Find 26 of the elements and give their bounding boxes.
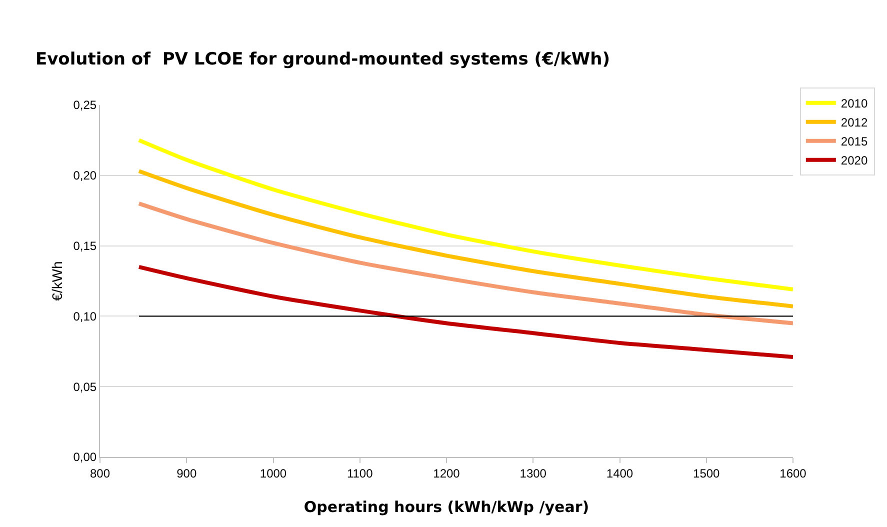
- chart-title: Evolution of PV LCOE for ground-mounted systems (€/kWh): [35, 50, 610, 70]
- x-tick-label: 1200: [433, 466, 460, 480]
- y-tick-label: 0,25: [73, 98, 97, 112]
- line-series: [136, 169, 793, 308]
- y-tick-label: 0,20: [73, 168, 97, 183]
- x-tick-label: 1000: [260, 466, 287, 480]
- line-series: [136, 264, 793, 360]
- x-tick-label: 1500: [693, 466, 720, 480]
- x-axis-title: Operating hours (kWh/kWp /year): [304, 498, 590, 516]
- x-tick-label: 1300: [520, 466, 547, 480]
- y-axis-title: €/kWh: [49, 261, 65, 301]
- line-series: [136, 138, 793, 292]
- x-tick-label: 900: [176, 466, 197, 480]
- legend-label: 2015: [840, 134, 868, 149]
- legend-label: 2012: [840, 116, 868, 130]
- legend-label: 2010: [840, 96, 868, 111]
- x-tick-label: 1100: [346, 466, 374, 480]
- y-tick-label: 0,00: [73, 450, 97, 464]
- y-tick-label: 0,15: [73, 239, 97, 253]
- x-tick-label: 800: [90, 466, 110, 480]
- legend-label: 2020: [840, 154, 868, 168]
- y-tick-label: 0,10: [73, 309, 97, 324]
- x-tick-label: 1600: [780, 466, 807, 480]
- x-tick-label: 1400: [606, 466, 634, 480]
- y-tick-label: 0,05: [73, 380, 97, 394]
- line-series: [136, 202, 793, 326]
